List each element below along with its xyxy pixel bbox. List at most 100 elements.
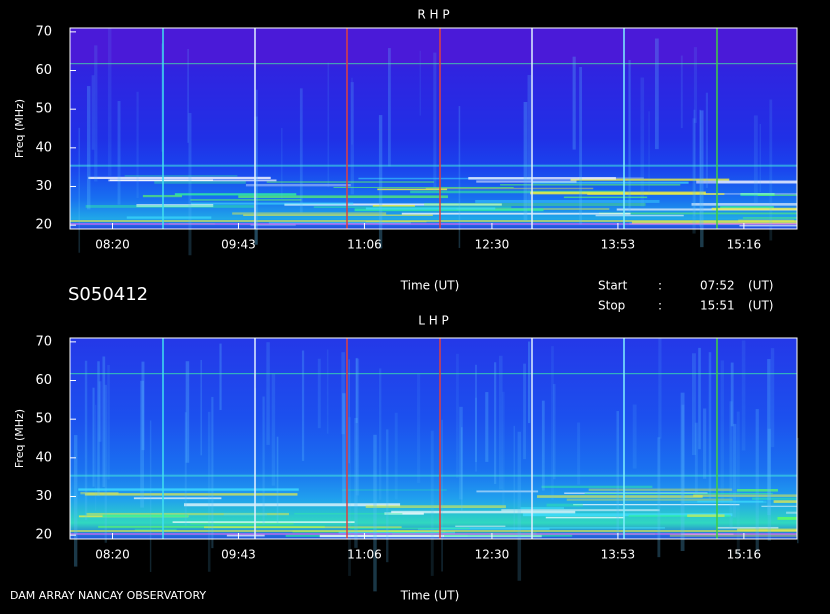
y-tick-label: 70 xyxy=(35,24,52,39)
band xyxy=(391,510,576,514)
band xyxy=(365,505,506,509)
streak xyxy=(281,127,283,199)
band xyxy=(563,196,648,199)
band xyxy=(133,497,222,500)
streak xyxy=(107,364,110,480)
streak xyxy=(327,62,330,188)
band xyxy=(595,214,684,217)
streak xyxy=(703,408,707,479)
band xyxy=(85,205,255,208)
band xyxy=(696,180,797,184)
stop-sep: : xyxy=(658,299,662,313)
band xyxy=(245,183,351,187)
streak xyxy=(517,431,522,581)
y-tick-label: 20 xyxy=(35,218,52,233)
band xyxy=(70,530,797,532)
streak xyxy=(441,419,443,572)
streak xyxy=(632,404,637,469)
x-tick-label: 15:16 xyxy=(727,548,762,562)
streak xyxy=(458,106,461,248)
streak xyxy=(188,112,192,256)
band xyxy=(172,521,355,523)
band xyxy=(739,224,797,227)
band xyxy=(350,527,470,530)
streak xyxy=(694,422,698,495)
streak xyxy=(185,361,190,463)
x-tick-label: 09:43 xyxy=(221,548,256,562)
y-tick-label: 30 xyxy=(35,179,52,194)
band xyxy=(226,534,265,537)
streak xyxy=(387,48,391,167)
band xyxy=(190,199,302,201)
streak xyxy=(459,406,463,500)
streak xyxy=(136,91,139,199)
band xyxy=(358,177,531,180)
band xyxy=(742,217,797,219)
band xyxy=(537,495,703,498)
band xyxy=(711,207,797,211)
streak xyxy=(386,429,389,563)
streak xyxy=(161,43,163,152)
y-tick-label: 50 xyxy=(35,412,52,427)
band xyxy=(501,509,660,512)
streak xyxy=(417,373,421,483)
band xyxy=(425,187,594,190)
streak xyxy=(430,430,434,576)
streak xyxy=(654,38,659,150)
band xyxy=(570,178,730,181)
streak xyxy=(73,435,78,567)
streak xyxy=(262,396,265,525)
streak xyxy=(355,358,360,496)
streak xyxy=(104,384,107,543)
streak xyxy=(255,89,258,245)
streak xyxy=(301,350,305,461)
streak xyxy=(461,427,463,512)
streak xyxy=(640,77,645,207)
streak xyxy=(350,82,354,195)
streak xyxy=(498,355,503,490)
streak xyxy=(117,101,121,205)
streak xyxy=(616,411,620,536)
streak xyxy=(527,341,531,424)
band xyxy=(669,534,797,537)
streak xyxy=(394,412,398,500)
streak xyxy=(141,361,145,451)
streak xyxy=(107,28,112,176)
y-tick-label: 40 xyxy=(35,140,52,155)
streak xyxy=(184,412,187,526)
band xyxy=(284,203,502,206)
streak xyxy=(577,422,581,485)
x-tick-label: 12:30 xyxy=(475,548,510,562)
streak xyxy=(705,92,709,188)
plot-frame xyxy=(69,337,798,540)
band xyxy=(204,526,402,529)
band xyxy=(70,223,797,225)
band xyxy=(691,203,797,206)
streak xyxy=(494,362,497,484)
band xyxy=(365,207,496,210)
streak xyxy=(729,401,733,530)
streak xyxy=(351,77,353,145)
band xyxy=(86,512,289,516)
streak xyxy=(648,111,650,195)
streak xyxy=(378,368,382,500)
band xyxy=(70,63,797,65)
band xyxy=(737,528,797,532)
band xyxy=(70,164,797,167)
stop-time: 15:51 xyxy=(700,299,735,313)
band xyxy=(693,494,797,497)
streak xyxy=(140,380,145,508)
streak xyxy=(767,428,771,541)
streak xyxy=(693,109,696,217)
streak xyxy=(720,360,724,504)
start-label: Start xyxy=(598,279,628,293)
start-time: 07:52 xyxy=(700,279,735,293)
band xyxy=(704,193,797,195)
band xyxy=(70,373,797,375)
streak xyxy=(207,411,211,572)
band xyxy=(102,514,188,518)
band xyxy=(70,474,797,477)
band xyxy=(740,192,775,196)
band xyxy=(294,513,403,515)
band xyxy=(338,531,456,534)
